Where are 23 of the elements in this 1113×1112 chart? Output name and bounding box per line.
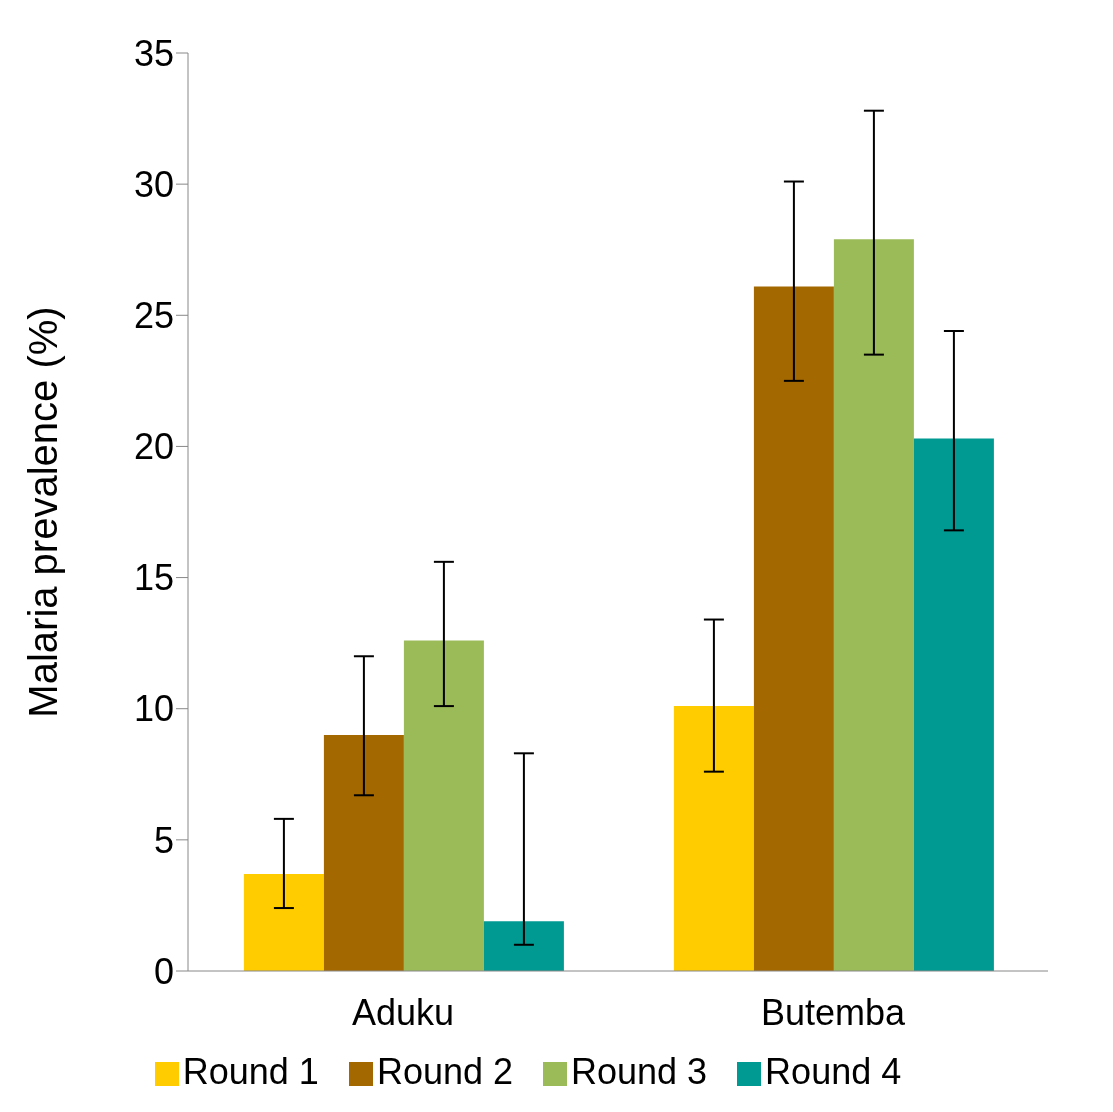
y-tick-label: 10 [133, 688, 174, 730]
bar [243, 873, 324, 971]
y-axis-title: Malaria prevalence (%) [21, 306, 66, 718]
bar [483, 921, 564, 971]
bar [833, 239, 914, 971]
y-tick-label: 5 [153, 819, 174, 861]
bar [913, 438, 994, 971]
legend-label: Round 4 [765, 1051, 902, 1092]
legend-label: Round 3 [571, 1051, 708, 1092]
bar [673, 706, 754, 971]
y-tick-label: 15 [133, 557, 174, 599]
bar [323, 734, 404, 971]
y-tick-label: 20 [133, 426, 174, 468]
y-tick-label: 0 [153, 950, 174, 992]
y-tick-label: 35 [133, 32, 174, 74]
y-tick-label: 25 [133, 295, 174, 337]
x-tick-label: Aduku [351, 991, 455, 1033]
x-tick-label: Butemba [760, 991, 907, 1033]
legend-label: Round 2 [376, 1051, 513, 1092]
legend-label: Round 1 [182, 1051, 319, 1092]
y-tick-label: 30 [133, 163, 174, 205]
bar [753, 286, 834, 971]
bar [403, 640, 484, 971]
